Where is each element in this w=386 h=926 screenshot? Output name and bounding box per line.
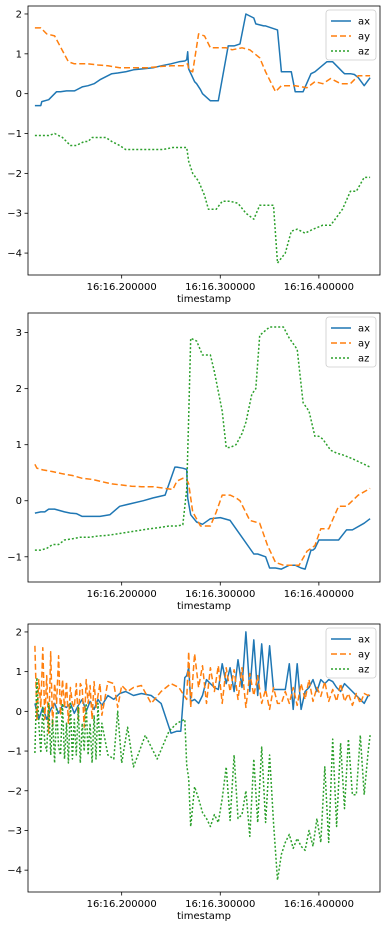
legend-label-az: az	[358, 354, 369, 365]
y-tick-label: 2	[16, 384, 22, 395]
y-tick-label: 2	[16, 9, 22, 20]
y-tick-label: −4	[7, 866, 22, 877]
x-tick: 16:16.400000	[284, 582, 354, 600]
y-tick-label: −1	[7, 747, 22, 758]
y-tick-label: 1	[16, 49, 22, 60]
y-tick: −1	[7, 747, 28, 758]
y-tick: −1	[7, 552, 28, 563]
y-tick: 2	[16, 384, 28, 395]
y-tick: 2	[16, 627, 28, 638]
y-tick: 1	[16, 440, 28, 451]
legend-label-ax: ax	[358, 324, 370, 335]
legend-label-ay: ay	[358, 650, 370, 661]
plot-frame	[27, 623, 381, 893]
x-tick-label: 16:16.200000	[87, 589, 157, 600]
x-tick: 16:16.200000	[87, 582, 157, 600]
x-axis-label: timestamp	[177, 601, 231, 612]
x-tick: 16:16.200000	[87, 275, 157, 293]
y-tick-label: 2	[16, 627, 22, 638]
y-tick-label: −1	[7, 129, 22, 140]
y-tick-label: 0	[16, 89, 22, 100]
y-tick: 2	[16, 9, 28, 20]
x-tick-label: 16:16.300000	[185, 899, 255, 910]
y-tick: −3	[7, 209, 28, 220]
legend-label-ax: ax	[358, 17, 370, 28]
series-line-ay	[34, 645, 371, 734]
y-tick: 0	[16, 496, 28, 507]
x-axis-label: timestamp	[177, 911, 231, 922]
y-tick-label: 0	[16, 707, 22, 718]
y-tick-label: −3	[7, 209, 22, 220]
x-tick-label: 16:16.400000	[284, 899, 354, 910]
y-tick-label: −2	[7, 786, 22, 797]
chart-3: −4 −3 −2 −1 0 1 2 16:16.200000 16:16.300000 16:16…	[7, 623, 381, 922]
series-line-ax	[34, 466, 371, 570]
legend-box	[325, 627, 377, 679]
y-tick: −3	[7, 826, 28, 837]
series-line-az	[34, 326, 371, 551]
series-line-ax	[34, 631, 371, 734]
series-group	[34, 13, 371, 264]
legend-label-ay: ay	[358, 32, 370, 43]
y-tick: 0	[16, 707, 28, 718]
series-group	[34, 326, 371, 570]
y-tick: −2	[7, 169, 28, 180]
legend: ax ay az	[325, 627, 377, 679]
chart-2: −1 0 1 2 3 16:16.200000 16:16.300000 16:16.4000…	[7, 312, 381, 612]
plot-frame	[27, 5, 381, 276]
chart-1: −4 −3 −2 −1 0 1 2 16:16.200000 16:16.300000 16:16…	[7, 5, 381, 305]
x-tick: 16:16.300000	[185, 275, 255, 293]
y-tick: −4	[7, 866, 28, 877]
legend-label-az: az	[358, 665, 369, 676]
x-tick: 16:16.300000	[185, 582, 255, 600]
y-tick: 1	[16, 667, 28, 678]
y-tick: 0	[16, 89, 28, 100]
y-tick-label: 3	[16, 328, 22, 339]
x-tick: 16:16.400000	[284, 892, 354, 910]
legend: ax ay az	[325, 9, 377, 61]
series-line-az	[34, 132, 371, 264]
y-tick: 1	[16, 49, 28, 60]
series-line-ax	[34, 13, 371, 107]
series-line-ay	[34, 463, 371, 566]
legend-box	[325, 316, 377, 368]
x-axis-label: timestamp	[177, 294, 231, 305]
x-tick: 16:16.200000	[87, 892, 157, 910]
x-tick: 16:16.400000	[284, 275, 354, 293]
y-tick-label: −2	[7, 169, 22, 180]
y-tick-label: −4	[7, 249, 22, 260]
y-tick-label: −3	[7, 826, 22, 837]
legend-box	[325, 9, 377, 61]
y-tick: 3	[16, 328, 28, 339]
x-tick-label: 16:16.300000	[185, 282, 255, 293]
y-tick: −4	[7, 249, 28, 260]
series-group	[34, 631, 371, 881]
x-tick-label: 16:16.200000	[87, 899, 157, 910]
y-tick-label: −1	[7, 552, 22, 563]
x-tick: 16:16.300000	[185, 892, 255, 910]
series-line-ay	[34, 27, 371, 93]
y-tick-label: 1	[16, 667, 22, 678]
plot-frame	[27, 312, 381, 583]
x-tick-label: 16:16.200000	[87, 282, 157, 293]
y-tick-label: 1	[16, 440, 22, 451]
legend: ax ay az	[325, 316, 377, 368]
x-tick-label: 16:16.400000	[284, 282, 354, 293]
y-tick-label: 0	[16, 496, 22, 507]
legend-label-ax: ax	[358, 635, 370, 646]
x-tick-label: 16:16.300000	[185, 589, 255, 600]
legend-label-ay: ay	[358, 339, 370, 350]
legend-label-az: az	[358, 47, 369, 58]
y-tick: −1	[7, 129, 28, 140]
x-tick-label: 16:16.400000	[284, 589, 354, 600]
y-tick: −2	[7, 786, 28, 797]
